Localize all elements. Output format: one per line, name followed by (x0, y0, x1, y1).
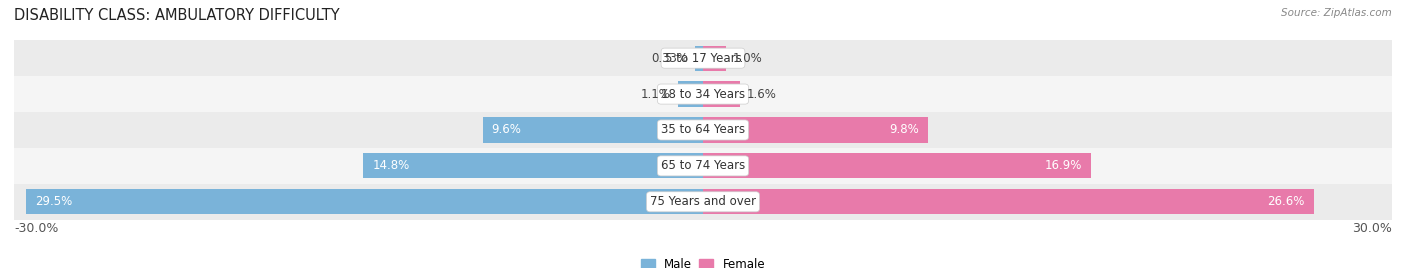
Text: 1.6%: 1.6% (747, 88, 776, 100)
Bar (703, 117, 928, 143)
Text: 18 to 34 Years: 18 to 34 Years (661, 88, 745, 100)
Bar (14, 184, 1392, 220)
Bar (703, 81, 740, 107)
Bar (363, 153, 703, 178)
Text: 14.8%: 14.8% (373, 159, 409, 172)
Text: 35 to 64 Years: 35 to 64 Years (661, 124, 745, 136)
Text: Source: ZipAtlas.com: Source: ZipAtlas.com (1281, 8, 1392, 18)
Text: 0.33%: 0.33% (651, 52, 689, 65)
Legend: Male, Female: Male, Female (641, 258, 765, 268)
Bar (703, 46, 725, 71)
Text: 30.0%: 30.0% (1353, 222, 1392, 234)
Bar (14, 76, 1392, 112)
Bar (678, 81, 703, 107)
Bar (14, 112, 1392, 148)
Text: 16.9%: 16.9% (1045, 159, 1083, 172)
Text: 26.6%: 26.6% (1267, 195, 1305, 208)
Text: 9.8%: 9.8% (889, 124, 920, 136)
Text: 5 to 17 Years: 5 to 17 Years (665, 52, 741, 65)
Text: 65 to 74 Years: 65 to 74 Years (661, 159, 745, 172)
Bar (14, 40, 1392, 76)
Bar (703, 189, 1313, 214)
Text: 9.6%: 9.6% (492, 124, 522, 136)
Text: 75 Years and over: 75 Years and over (650, 195, 756, 208)
Text: -30.0%: -30.0% (14, 222, 59, 234)
Bar (696, 46, 703, 71)
Bar (25, 189, 703, 214)
Text: DISABILITY CLASS: AMBULATORY DIFFICULTY: DISABILITY CLASS: AMBULATORY DIFFICULTY (14, 8, 340, 23)
Text: 1.1%: 1.1% (641, 88, 671, 100)
Bar (14, 148, 1392, 184)
Text: 29.5%: 29.5% (35, 195, 72, 208)
Text: 1.0%: 1.0% (733, 52, 762, 65)
Bar (482, 117, 703, 143)
Bar (703, 153, 1091, 178)
